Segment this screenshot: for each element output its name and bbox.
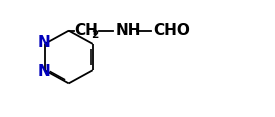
Text: 2: 2 xyxy=(92,30,99,40)
Text: NH: NH xyxy=(115,23,141,38)
Text: N: N xyxy=(37,35,50,50)
Text: CHO: CHO xyxy=(153,23,190,38)
Text: N: N xyxy=(37,64,50,79)
Text: CH: CH xyxy=(75,23,98,38)
